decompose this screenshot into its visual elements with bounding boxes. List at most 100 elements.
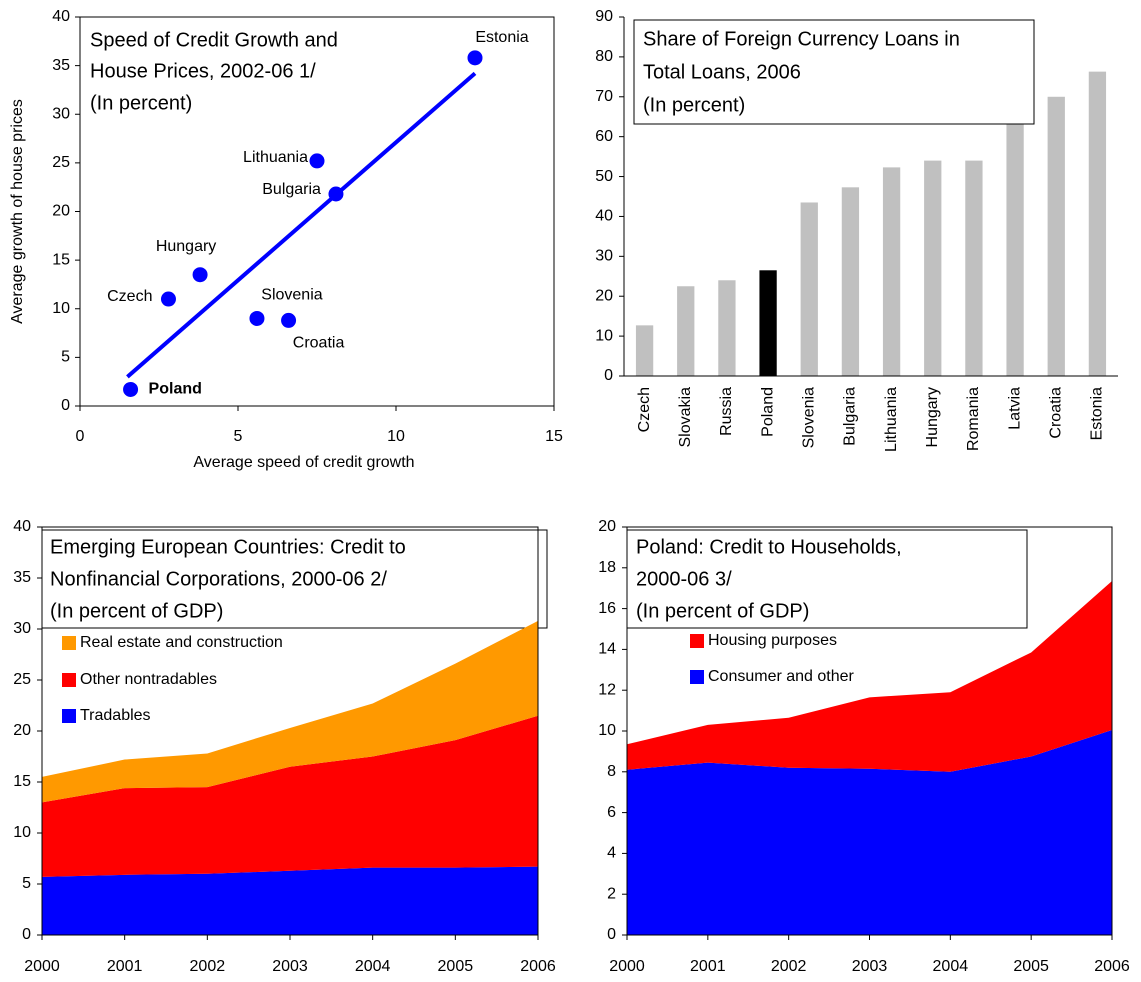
x-tick-label: Slovenia [800, 387, 817, 448]
y-tick-label: 30 [52, 105, 70, 122]
area [42, 620, 538, 803]
y-tick-label: 10 [52, 300, 70, 317]
x-tick-label: Hungary [924, 387, 941, 447]
x-tick-label: Estonia [1089, 387, 1106, 440]
x-tick-label: 2000 [24, 958, 60, 975]
bar [759, 270, 777, 376]
y-tick-label: 10 [13, 824, 31, 841]
point-label: Estonia [475, 29, 528, 46]
y-tick-label: 0 [604, 367, 613, 384]
x-tick-label: Russia [718, 387, 735, 436]
x-tick-label: 15 [545, 428, 563, 445]
x-tick-label: 2002 [771, 958, 807, 975]
legend-swatch [690, 634, 704, 648]
y-tick-label: 25 [52, 154, 70, 171]
y-tick-label: 20 [595, 287, 613, 304]
x-tick-label: 2002 [190, 958, 226, 975]
y-tick-label: 16 [598, 600, 616, 617]
y-tick-label: 35 [13, 569, 31, 586]
x-tick-label: 2001 [690, 958, 726, 975]
area [627, 581, 1112, 772]
y-tick-label: 4 [607, 845, 616, 862]
x-tick-label: Slovakia [677, 387, 694, 448]
chart-title: Poland: Credit to Households, [636, 536, 902, 558]
point [328, 186, 344, 202]
legend-label: Consumer and other [708, 668, 855, 685]
point [309, 153, 325, 169]
y-tick-label: 8 [607, 763, 616, 780]
y-tick-label: 20 [13, 722, 31, 739]
x-tick-label: 0 [76, 428, 85, 445]
legend-label: Housing purposes [708, 632, 837, 649]
bar [841, 187, 860, 376]
point-label: Croatia [293, 335, 345, 352]
y-tick-label: 6 [607, 804, 616, 821]
x-tick-label: 2003 [852, 958, 888, 975]
chart-title: Emerging European Countries: Credit to [50, 536, 406, 558]
y-tick-label: 20 [52, 203, 70, 220]
y-tick-label: 90 [595, 8, 613, 25]
y-tick-label: 80 [595, 48, 613, 65]
x-tick-label: 2004 [355, 958, 391, 975]
y-tick-label: 70 [595, 88, 613, 105]
chart-title: House Prices, 2002-06 1/ [90, 60, 316, 82]
trend-line [126, 71, 477, 379]
area [627, 729, 1112, 935]
point [281, 312, 297, 328]
x-tick-label: Poland [759, 387, 776, 437]
x-tick-label: Czech [636, 387, 653, 432]
title-box [633, 19, 1035, 125]
bar [1047, 96, 1065, 377]
legend-swatch [62, 673, 76, 687]
y-tick-label: 60 [595, 128, 613, 145]
x-tick-label: 2005 [438, 958, 474, 975]
y-tick-label: 15 [52, 251, 70, 268]
y-tick-label: 10 [598, 722, 616, 739]
x-tick-label: 5 [234, 428, 243, 445]
x-axis-label: Average speed of credit growth [193, 454, 414, 471]
point [123, 381, 139, 397]
point-label: Hungary [156, 238, 216, 255]
x-tick-label: 2006 [1094, 958, 1130, 975]
y-tick-label: 35 [52, 57, 70, 74]
y-tick-label: 0 [61, 397, 70, 414]
chart-title: (In percent of GDP) [50, 600, 223, 622]
point-label: Poland [149, 381, 202, 398]
x-tick-label: Croatia [1047, 387, 1064, 439]
x-tick-label: 2000 [609, 958, 645, 975]
point-label: Lithuania [243, 149, 308, 166]
chart-title: 2000-06 3/ [636, 568, 732, 590]
legend-label: Tradables [80, 707, 151, 724]
area [42, 715, 538, 877]
x-tick-label: Romania [965, 387, 982, 451]
y-tick-label: 2 [607, 885, 616, 902]
bar [1006, 96, 1024, 377]
bar [882, 167, 901, 376]
x-tick-label: Bulgaria [842, 387, 859, 446]
chart-title: (In percent of GDP) [636, 600, 809, 622]
x-tick-label: 10 [387, 428, 405, 445]
point-label: Czech [107, 288, 152, 305]
y-axis-label: Average growth of house prices [9, 99, 26, 324]
y-tick-label: 5 [61, 349, 70, 366]
y-tick-label: 0 [22, 926, 31, 943]
point [249, 310, 265, 326]
plot-frame [79, 16, 555, 407]
bar [677, 286, 695, 376]
x-tick-label: 2003 [272, 958, 308, 975]
y-tick-label: 20 [598, 518, 616, 535]
y-tick-label: 40 [595, 208, 613, 225]
y-tick-label: 14 [598, 641, 616, 658]
legend-swatch [62, 709, 76, 723]
y-tick-label: 25 [13, 671, 31, 688]
chart-title: (In percent) [90, 92, 192, 114]
title-box [41, 529, 548, 629]
y-tick-label: 40 [13, 518, 31, 535]
y-tick-label: 50 [595, 168, 613, 185]
legend-label: Real estate and construction [80, 634, 283, 651]
x-tick-label: 2004 [933, 958, 969, 975]
x-tick-label: 2006 [520, 958, 556, 975]
x-tick-label: 2001 [107, 958, 143, 975]
y-tick-label: 0 [607, 926, 616, 943]
